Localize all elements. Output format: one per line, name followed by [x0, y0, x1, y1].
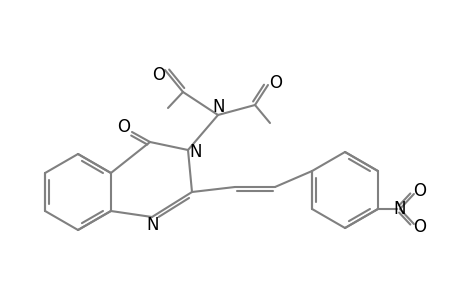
Text: N: N	[212, 98, 225, 116]
Text: O: O	[269, 74, 282, 92]
Text: N: N	[146, 216, 159, 234]
Text: O: O	[152, 66, 165, 84]
Text: O: O	[413, 182, 425, 200]
Text: N: N	[190, 143, 202, 161]
Text: N: N	[393, 200, 405, 218]
Text: O: O	[413, 218, 425, 236]
Text: O: O	[117, 118, 130, 136]
